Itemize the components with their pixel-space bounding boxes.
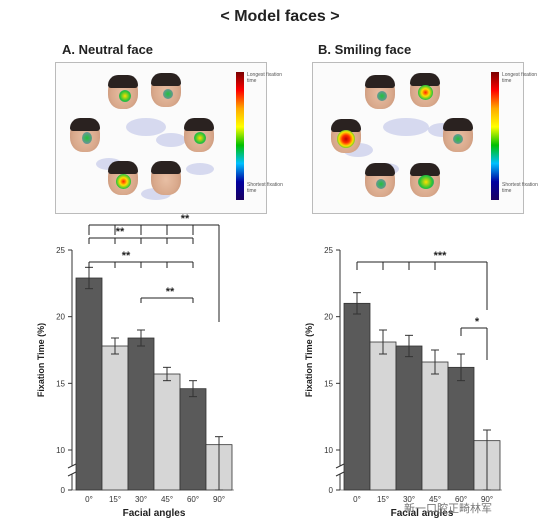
bar (75, 277, 103, 491)
figure-title: < Model faces > (220, 8, 340, 25)
face-thumbnail (365, 163, 395, 197)
y-tick-label: 20 (56, 313, 65, 322)
bar-chart-neutral: 0 10 15 20 25 0° 15° 30° 45° 60° 90° Facial angles F… (36, 213, 234, 519)
colorbar-neutral (236, 72, 244, 200)
significance-label: *** (434, 250, 448, 262)
axis-break-mark (335, 463, 345, 469)
watermark: 新一口腔正畸林军 (404, 503, 492, 515)
face-thumbnail (331, 119, 361, 153)
y-tick-label: 20 (324, 313, 333, 322)
x-tick-label: 45° (429, 495, 441, 504)
axis-break-mark (67, 471, 77, 477)
y-tick-label: 0 (329, 486, 334, 495)
axis-break-mark (335, 471, 345, 477)
bar-chart-smiling: 0 10 15 20 25 0° 15° 30° 45° 60° 90° Facial angles F… (304, 246, 502, 519)
x-tick-label: 0° (85, 495, 93, 504)
colorbar-top-label: Longest fixation time (502, 72, 538, 84)
face-thumbnail (151, 161, 181, 195)
gaze-blob (126, 118, 166, 136)
colorbar-smiling (491, 72, 499, 200)
x-axis-label: Facial angles (123, 508, 186, 519)
x-tick-label: 15° (109, 495, 121, 504)
bar (395, 345, 423, 491)
y-tick-label: 15 (324, 379, 333, 388)
bar (369, 341, 397, 491)
y-axis-label: Fixation Time (%) (36, 323, 46, 397)
x-tick-label: 60° (187, 495, 199, 504)
bar (343, 302, 371, 491)
x-tick-label: 15° (377, 495, 389, 504)
significance-label: * (475, 316, 480, 328)
face-thumbnail (108, 161, 138, 195)
panel-a-title: A. Neutral face (62, 42, 154, 57)
face-thumbnail (410, 163, 440, 197)
face-thumbnail (108, 75, 138, 109)
colorbar-top-label: Longest fixation time (247, 72, 283, 84)
axis-break-mark (67, 463, 77, 469)
face-thumbnail (365, 75, 395, 109)
bar (447, 366, 475, 491)
face-thumbnail (410, 73, 440, 107)
y-tick-label: 15 (56, 379, 65, 388)
x-tick-label: 45° (161, 495, 173, 504)
y-axis-label: Fixation Time (%) (304, 323, 314, 397)
x-axis-label: Facial angles (391, 508, 454, 519)
panel-b-title: B. Smiling face (318, 42, 412, 57)
gaze-blob (383, 118, 429, 136)
y-tick-label: 25 (56, 246, 65, 255)
significance-label: ** (116, 226, 125, 238)
x-tick-label: 90° (481, 495, 493, 504)
heatmap-smiling (312, 62, 524, 214)
bar (179, 388, 207, 491)
gaze-blob (156, 133, 186, 147)
y-tick-label: 10 (56, 446, 65, 455)
bar (421, 361, 449, 491)
bar (127, 337, 155, 491)
x-tick-label: 30° (403, 495, 415, 504)
x-tick-label: 90° (213, 495, 225, 504)
face-thumbnail (443, 118, 473, 152)
x-tick-label: 60° (455, 495, 467, 504)
x-tick-label: 30° (135, 495, 147, 504)
face-thumbnail (151, 73, 181, 107)
colorbar-bottom-label: Shortest fixation time (247, 182, 283, 194)
y-tick-label: 10 (324, 446, 333, 455)
gaze-blob (186, 163, 214, 175)
bar (101, 345, 129, 491)
y-tick-label: 0 (61, 486, 66, 495)
bar (153, 373, 181, 491)
significance-label: ** (166, 286, 175, 298)
face-thumbnail (184, 118, 214, 152)
y-tick-label: 25 (324, 246, 333, 255)
significance-label: ** (122, 250, 131, 262)
colorbar-bottom-label: Shortest fixation time (502, 182, 538, 194)
heatmap-neutral (55, 62, 267, 214)
face-thumbnail (70, 118, 100, 152)
significance-label: ** (181, 213, 190, 225)
x-tick-label: 0° (353, 495, 361, 504)
